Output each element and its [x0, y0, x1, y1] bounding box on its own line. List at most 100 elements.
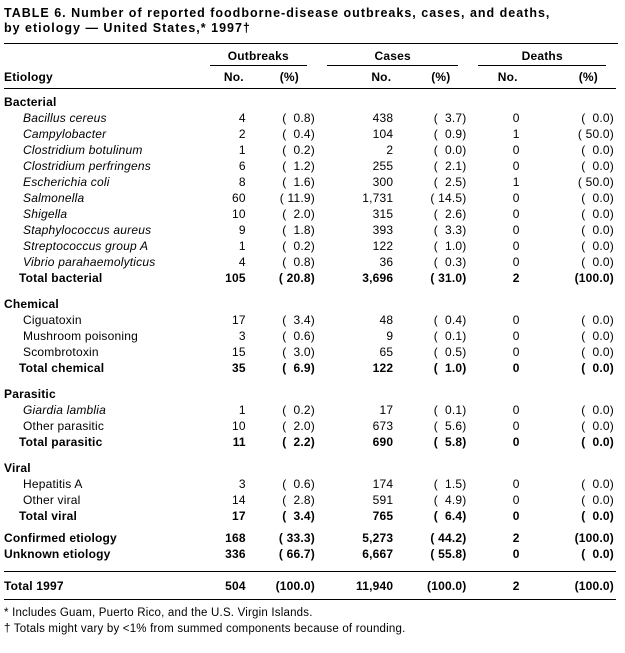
outbreaks-no: 2	[238, 127, 246, 141]
cases-group-label: Cases	[327, 48, 459, 66]
table-title-line1: TABLE 6. Number of reported foodborne-di…	[4, 6, 551, 20]
deaths-pct: ( 0.0)	[581, 313, 614, 327]
outbreaks-no: 35	[232, 361, 246, 375]
deaths-pct: ( 0.0)	[581, 477, 614, 491]
outbreaks-pct: ( 2.8)	[282, 493, 315, 507]
row-giardia-lamblia: Giardia lamblia 1 ( 0.2) 17 ( 0.1) 0 ( 0…	[4, 402, 616, 418]
deaths-no: 0	[512, 111, 520, 125]
deaths-no: 0	[512, 143, 520, 157]
section-row-chemical: Chemical	[4, 286, 616, 312]
section-row-parasitic: Parasitic	[4, 376, 616, 402]
cases-no: 6,667	[362, 547, 394, 561]
cases-pct: ( 5.6)	[433, 419, 467, 433]
outbreaks-pct: ( 20.8)	[278, 271, 315, 285]
outbreaks-no: 9	[238, 223, 246, 237]
cases-pct: ( 0.9)	[433, 127, 467, 141]
cases-no: 673	[372, 419, 394, 433]
cases-no: 690	[372, 435, 394, 449]
outbreaks-no: 1	[238, 143, 246, 157]
cases-no: 104	[372, 127, 394, 141]
deaths-no-header: No.	[468, 66, 524, 89]
row-shigella: Shigella 10 ( 2.0) 315 ( 2.6) 0 ( 0.0)	[4, 206, 616, 222]
etiology-label: Clostridium perfringens	[23, 159, 151, 173]
cases-pct: ( 31.0)	[430, 271, 467, 285]
outbreaks-no: 168	[225, 531, 246, 545]
cases-no: 11,940	[317, 571, 398, 600]
cases-pct: ( 0.1)	[433, 403, 467, 417]
cases-pct: ( 3.3)	[433, 223, 467, 237]
row-campylobacter: Campylobacter 2 ( 0.4) 104 ( 0.9) 1 ( 50…	[4, 126, 616, 142]
outbreaks-no: 14	[232, 493, 246, 507]
etiology-label: Hepatitis A	[23, 477, 83, 491]
etiology-column-header: Etiology	[4, 46, 200, 89]
outbreaks-no: 4	[238, 255, 246, 269]
etiology-label: Total 1997	[4, 571, 200, 600]
outbreaks-pct: ( 66.7)	[278, 547, 315, 561]
outbreaks-no-header: No.	[199, 66, 250, 89]
cases-pct: ( 2.6)	[433, 207, 467, 221]
etiology-label: Streptococcus group A	[23, 239, 149, 253]
section-row-bacterial: Bacterial	[4, 89, 616, 111]
outbreaks-pct: (100.0)	[249, 571, 317, 600]
section-label: Chemical	[4, 297, 59, 311]
deaths-pct: ( 50.0)	[577, 127, 614, 141]
deaths-pct: ( 0.0)	[581, 361, 614, 375]
cases-no: 765	[372, 509, 394, 523]
outbreaks-pct: ( 3.4)	[282, 509, 315, 523]
cases-pct: ( 0.4)	[433, 313, 467, 327]
deaths-pct: ( 0.0)	[581, 403, 614, 417]
etiology-label: Confirmed etiology	[4, 531, 117, 545]
deaths-no: 0	[512, 361, 520, 375]
outbreaks-no: 1	[238, 239, 246, 253]
deaths-pct: (100.0)	[574, 271, 614, 285]
outbreaks-pct: ( 2.0)	[282, 207, 315, 221]
deaths-pct: ( 0.0)	[581, 329, 614, 343]
outbreaks-pct: ( 0.6)	[282, 477, 315, 491]
row-total-viral: Total viral 17 ( 3.4) 765 ( 6.4) 0 ( 0.0…	[4, 508, 616, 524]
deaths-no: 0	[512, 255, 520, 269]
cases-pct: ( 2.5)	[433, 175, 467, 189]
footnotes: * Includes Guam, Puerto Rico, and the U.…	[4, 605, 618, 637]
outbreaks-pct: ( 2.2)	[282, 435, 315, 449]
row-total-bacterial: Total bacterial 105 ( 20.8) 3,696 ( 31.0…	[4, 270, 616, 286]
sub-header-row: No. (%) No. (%) No. (%)	[4, 66, 616, 89]
deaths-no: 1	[512, 175, 520, 189]
deaths-pct: ( 0.0)	[581, 419, 614, 433]
cases-no: 393	[372, 223, 394, 237]
footnote-rounding: † Totals might vary by <1% from summed c…	[4, 623, 406, 635]
outbreaks-pct: ( 6.9)	[282, 361, 315, 375]
etiology-label: Salmonella	[23, 191, 85, 205]
row-staphylococcus-aureus: Staphylococcus aureus 9 ( 1.8) 393 ( 3.3…	[4, 222, 616, 238]
cases-no: 36	[379, 255, 394, 269]
deaths-no: 0	[512, 477, 520, 491]
outbreaks-pct: ( 0.8)	[282, 111, 315, 125]
deaths-no: 0	[512, 239, 520, 253]
outbreaks-group-label: Outbreaks	[209, 48, 307, 66]
row-mushroom-poisoning: Mushroom poisoning 3 ( 0.6) 9 ( 0.1) 0 (…	[4, 328, 616, 344]
etiology-label: Vibrio parahaemolyticus	[23, 255, 156, 269]
deaths-pct: ( 0.0)	[581, 223, 614, 237]
cases-no: 174	[372, 477, 394, 491]
etiology-label: Staphylococcus aureus	[23, 223, 152, 237]
table-title: TABLE 6. Number of reported foodborne-di…	[4, 6, 618, 36]
cases-no: 2	[386, 143, 394, 157]
deaths-pct: ( 0.0)	[581, 239, 614, 253]
deaths-no: 2	[468, 571, 524, 600]
table-title-line2: by etiology — United States,* 1997†	[4, 21, 251, 35]
cases-no: 438	[372, 111, 394, 125]
deaths-no: 2	[512, 271, 520, 285]
group-header-row: Etiology Outbreaks Cases Deaths	[4, 46, 616, 89]
cases-pct: ( 4.9)	[433, 493, 467, 507]
outbreaks-no: 3	[238, 477, 246, 491]
outbreaks-no: 1	[238, 403, 246, 417]
deaths-no: 0	[512, 419, 520, 433]
outbreaks-no: 15	[232, 345, 246, 359]
row-bacillus-cereus: Bacillus cereus 4 ( 0.8) 438 ( 3.7) 0 ( …	[4, 110, 616, 126]
deaths-pct: ( 50.0)	[577, 175, 614, 189]
row-unknown-etiology: Unknown etiology 336 ( 66.7) 6,667 ( 55.…	[4, 546, 616, 572]
etiology-label: Shigella	[23, 207, 68, 221]
cases-pct: ( 6.4)	[433, 509, 467, 523]
footnote-includes: * Includes Guam, Puerto Rico, and the U.…	[4, 607, 313, 619]
row-salmonella: Salmonella 60 ( 11.9) 1,731 ( 14.5) 0 ( …	[4, 190, 616, 206]
row-total-parasitic: Total parasitic 11 ( 2.2) 690 ( 5.8) 0 (…	[4, 434, 616, 450]
